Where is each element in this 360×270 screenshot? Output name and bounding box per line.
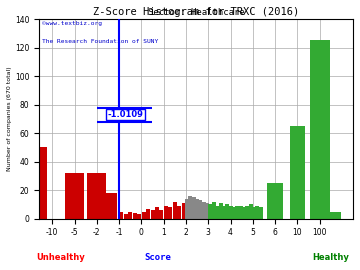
Bar [212, 202, 216, 219]
Bar [242, 207, 246, 219]
Bar [248, 204, 253, 219]
Bar [128, 212, 132, 219]
Bar [146, 209, 150, 219]
Text: Unhealthy: Unhealthy [37, 253, 85, 262]
Bar [168, 207, 172, 219]
Text: Score: Score [145, 253, 172, 262]
Bar [245, 206, 249, 219]
Bar [164, 206, 168, 219]
Text: ©www.textbiz.org: ©www.textbiz.org [42, 21, 102, 26]
Bar [87, 173, 106, 219]
Bar [195, 199, 199, 219]
Bar [255, 206, 259, 219]
Bar [235, 206, 239, 219]
Text: Healthy: Healthy [312, 253, 350, 262]
Bar [198, 200, 202, 219]
Bar [177, 206, 181, 219]
Bar [219, 203, 222, 219]
Bar [182, 203, 186, 219]
Bar [215, 206, 219, 219]
Bar [124, 214, 128, 219]
Bar [173, 202, 177, 219]
Y-axis label: Number of companies (670 total): Number of companies (670 total) [7, 67, 12, 171]
Bar [229, 206, 233, 219]
Bar [159, 210, 163, 219]
Bar [252, 207, 256, 219]
Bar [202, 202, 206, 219]
Bar [267, 183, 283, 219]
Bar [289, 126, 305, 219]
Bar [133, 213, 137, 219]
Title: Z-Score Histogram for TRXC (2016): Z-Score Histogram for TRXC (2016) [93, 7, 299, 17]
Bar [310, 40, 330, 219]
Text: Sector: Healthcare: Sector: Healthcare [148, 8, 244, 17]
Bar [208, 204, 212, 219]
Bar [99, 193, 117, 219]
Bar [232, 207, 236, 219]
Bar [27, 147, 48, 219]
Bar [239, 206, 243, 219]
Bar [321, 212, 341, 219]
Bar [65, 173, 84, 219]
Bar [258, 207, 262, 219]
Bar [205, 203, 209, 219]
Bar [137, 214, 141, 219]
Bar [150, 210, 154, 219]
Bar [192, 197, 196, 219]
Bar [222, 206, 226, 219]
Bar [120, 212, 123, 219]
Bar [225, 204, 229, 219]
Bar [188, 196, 193, 219]
Text: The Research Foundation of SUNY: The Research Foundation of SUNY [42, 39, 158, 44]
Text: -1.0109: -1.0109 [108, 110, 144, 119]
Bar [155, 207, 159, 219]
Bar [185, 199, 189, 219]
Bar [141, 212, 146, 219]
